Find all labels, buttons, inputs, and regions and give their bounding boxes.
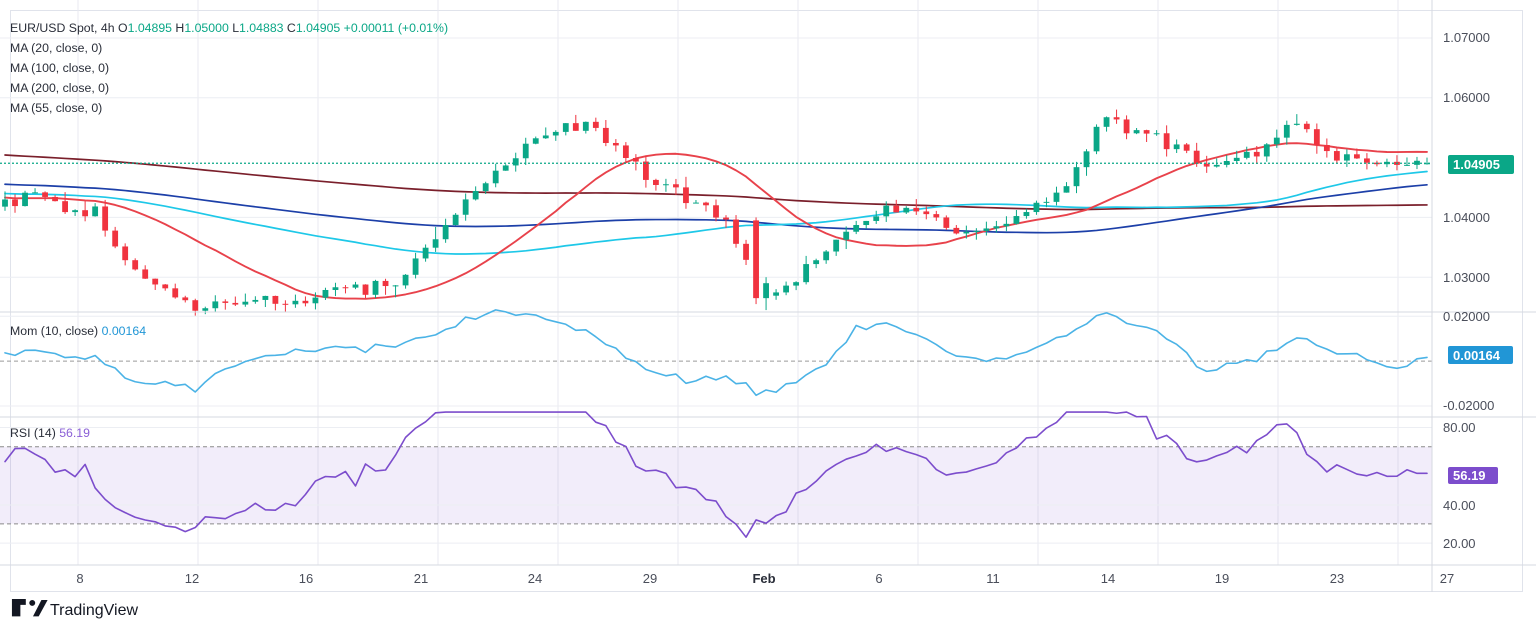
svg-text:MA (100, close, 0): MA (100, close, 0) <box>10 61 109 75</box>
svg-text:1.04000: 1.04000 <box>1443 210 1490 225</box>
svg-text:-0.02000: -0.02000 <box>1443 398 1494 413</box>
svg-text:14: 14 <box>1101 571 1115 586</box>
svg-text:24: 24 <box>528 571 542 586</box>
svg-text:56.19: 56.19 <box>1453 468 1486 483</box>
svg-text:80.00: 80.00 <box>1443 420 1476 435</box>
svg-text:MA (200, close, 0): MA (200, close, 0) <box>10 81 109 95</box>
svg-text:8: 8 <box>76 571 83 586</box>
svg-text:0.00164: 0.00164 <box>1453 348 1501 363</box>
svg-text:21: 21 <box>414 571 428 586</box>
svg-text:MA (55, close, 0): MA (55, close, 0) <box>10 101 102 115</box>
svg-text:20.00: 20.00 <box>1443 536 1476 551</box>
svg-text:16: 16 <box>299 571 313 586</box>
svg-text:29: 29 <box>643 571 657 586</box>
svg-text:EUR/USD Spot, 4h O1.04895: EUR/USD Spot, 4h O1.04895 H1.05000 L1.04… <box>10 21 448 35</box>
svg-text:1.03000: 1.03000 <box>1443 270 1490 285</box>
svg-text:Feb: Feb <box>752 571 775 586</box>
svg-text:6: 6 <box>875 571 882 586</box>
svg-text:23: 23 <box>1330 571 1344 586</box>
svg-text:1.07000: 1.07000 <box>1443 30 1490 45</box>
svg-text:1.04905: 1.04905 <box>1453 157 1500 172</box>
svg-text:TradingView: TradingView <box>50 602 138 619</box>
svg-text:MA (20, close, 0): MA (20, close, 0) <box>10 41 102 55</box>
svg-text:40.00: 40.00 <box>1443 498 1476 513</box>
svg-text:12: 12 <box>185 571 199 586</box>
svg-text:RSI (14) 56.19: RSI (14) 56.19 <box>10 426 90 440</box>
svg-text:19: 19 <box>1215 571 1229 586</box>
svg-text:11: 11 <box>986 571 1000 586</box>
svg-text:27: 27 <box>1440 571 1454 586</box>
svg-text:0.02000: 0.02000 <box>1443 309 1490 324</box>
svg-text:1.06000: 1.06000 <box>1443 90 1490 105</box>
svg-text:Mom (10, close) 0.00164: Mom (10, close) 0.00164 <box>10 324 146 338</box>
